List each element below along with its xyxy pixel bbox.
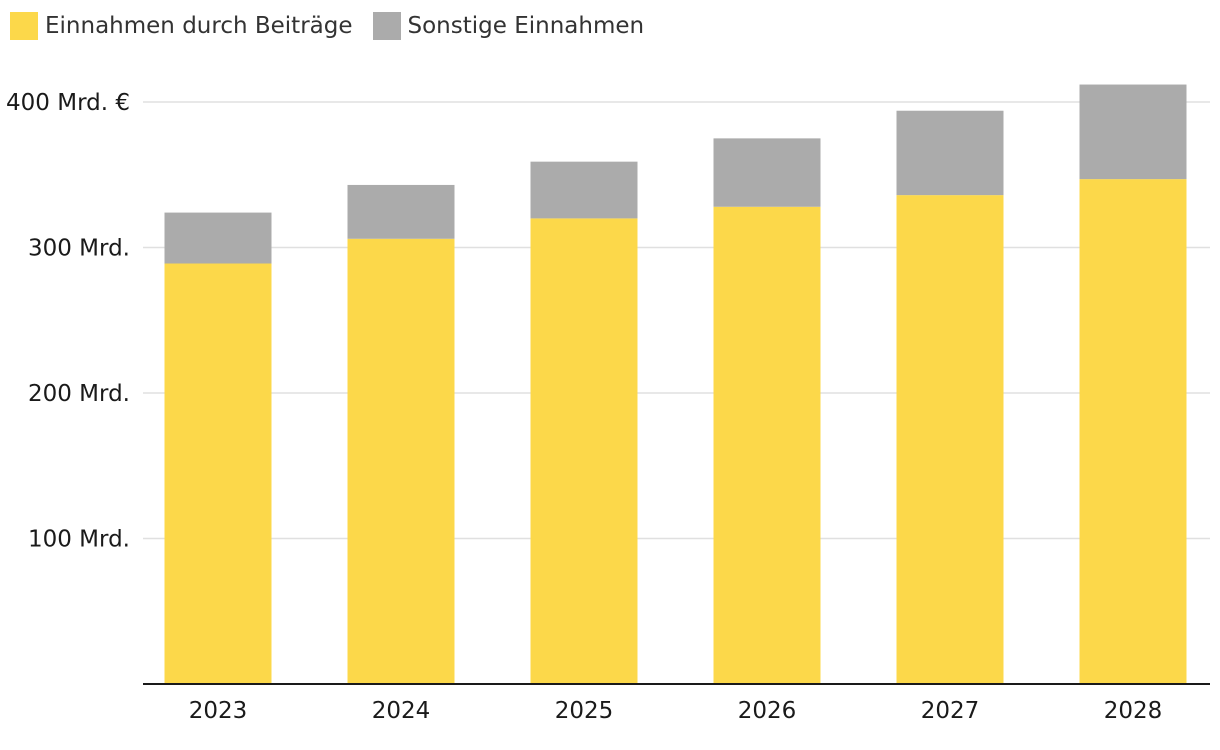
chart-legend: Einnahmen durch Beiträge Sonstige Einnah… bbox=[10, 10, 664, 42]
x-tick-label-2028: 2028 bbox=[1104, 698, 1163, 724]
y-tick-label-200: 200 Mrd. bbox=[28, 381, 130, 407]
x-tick-label-2024: 2024 bbox=[372, 698, 431, 724]
bar-2026-beitraege bbox=[713, 206, 821, 684]
y-tick-label-300: 300 Mrd. bbox=[28, 236, 130, 262]
legend-label-sonstige: Sonstige Einnahmen bbox=[407, 13, 645, 39]
x-tick-label-2023: 2023 bbox=[189, 698, 248, 724]
x-tick-label-2027: 2027 bbox=[921, 698, 980, 724]
bar-2026-sonstige bbox=[713, 138, 821, 207]
bar-2027-sonstige bbox=[896, 110, 1004, 196]
legend-label-beitraege: Einnahmen durch Beiträge bbox=[45, 13, 353, 39]
bar-2024-beitraege bbox=[347, 238, 455, 684]
bar-2028-sonstige bbox=[1079, 84, 1187, 180]
y-tick-label-400: 400 Mrd. € bbox=[6, 90, 130, 116]
y-tick-label-100: 100 Mrd. bbox=[28, 527, 130, 553]
bar-2023-beitraege bbox=[164, 263, 272, 684]
bar-2024-sonstige bbox=[347, 184, 455, 239]
x-tick-label-2025: 2025 bbox=[555, 698, 614, 724]
x-tick-label-2026: 2026 bbox=[738, 698, 797, 724]
bar-2027-beitraege bbox=[896, 195, 1004, 684]
legend-item-beitraege: Einnahmen durch Beiträge bbox=[10, 12, 353, 40]
bar-2023-sonstige bbox=[164, 212, 272, 264]
legend-swatch-beitraege bbox=[10, 12, 38, 40]
legend-item-sonstige: Sonstige Einnahmen bbox=[372, 12, 645, 40]
bar-2025-sonstige bbox=[530, 161, 638, 219]
legend-swatch-sonstige bbox=[372, 12, 401, 40]
bar-2025-beitraege bbox=[530, 218, 638, 684]
bar-2028-beitraege bbox=[1079, 179, 1187, 685]
